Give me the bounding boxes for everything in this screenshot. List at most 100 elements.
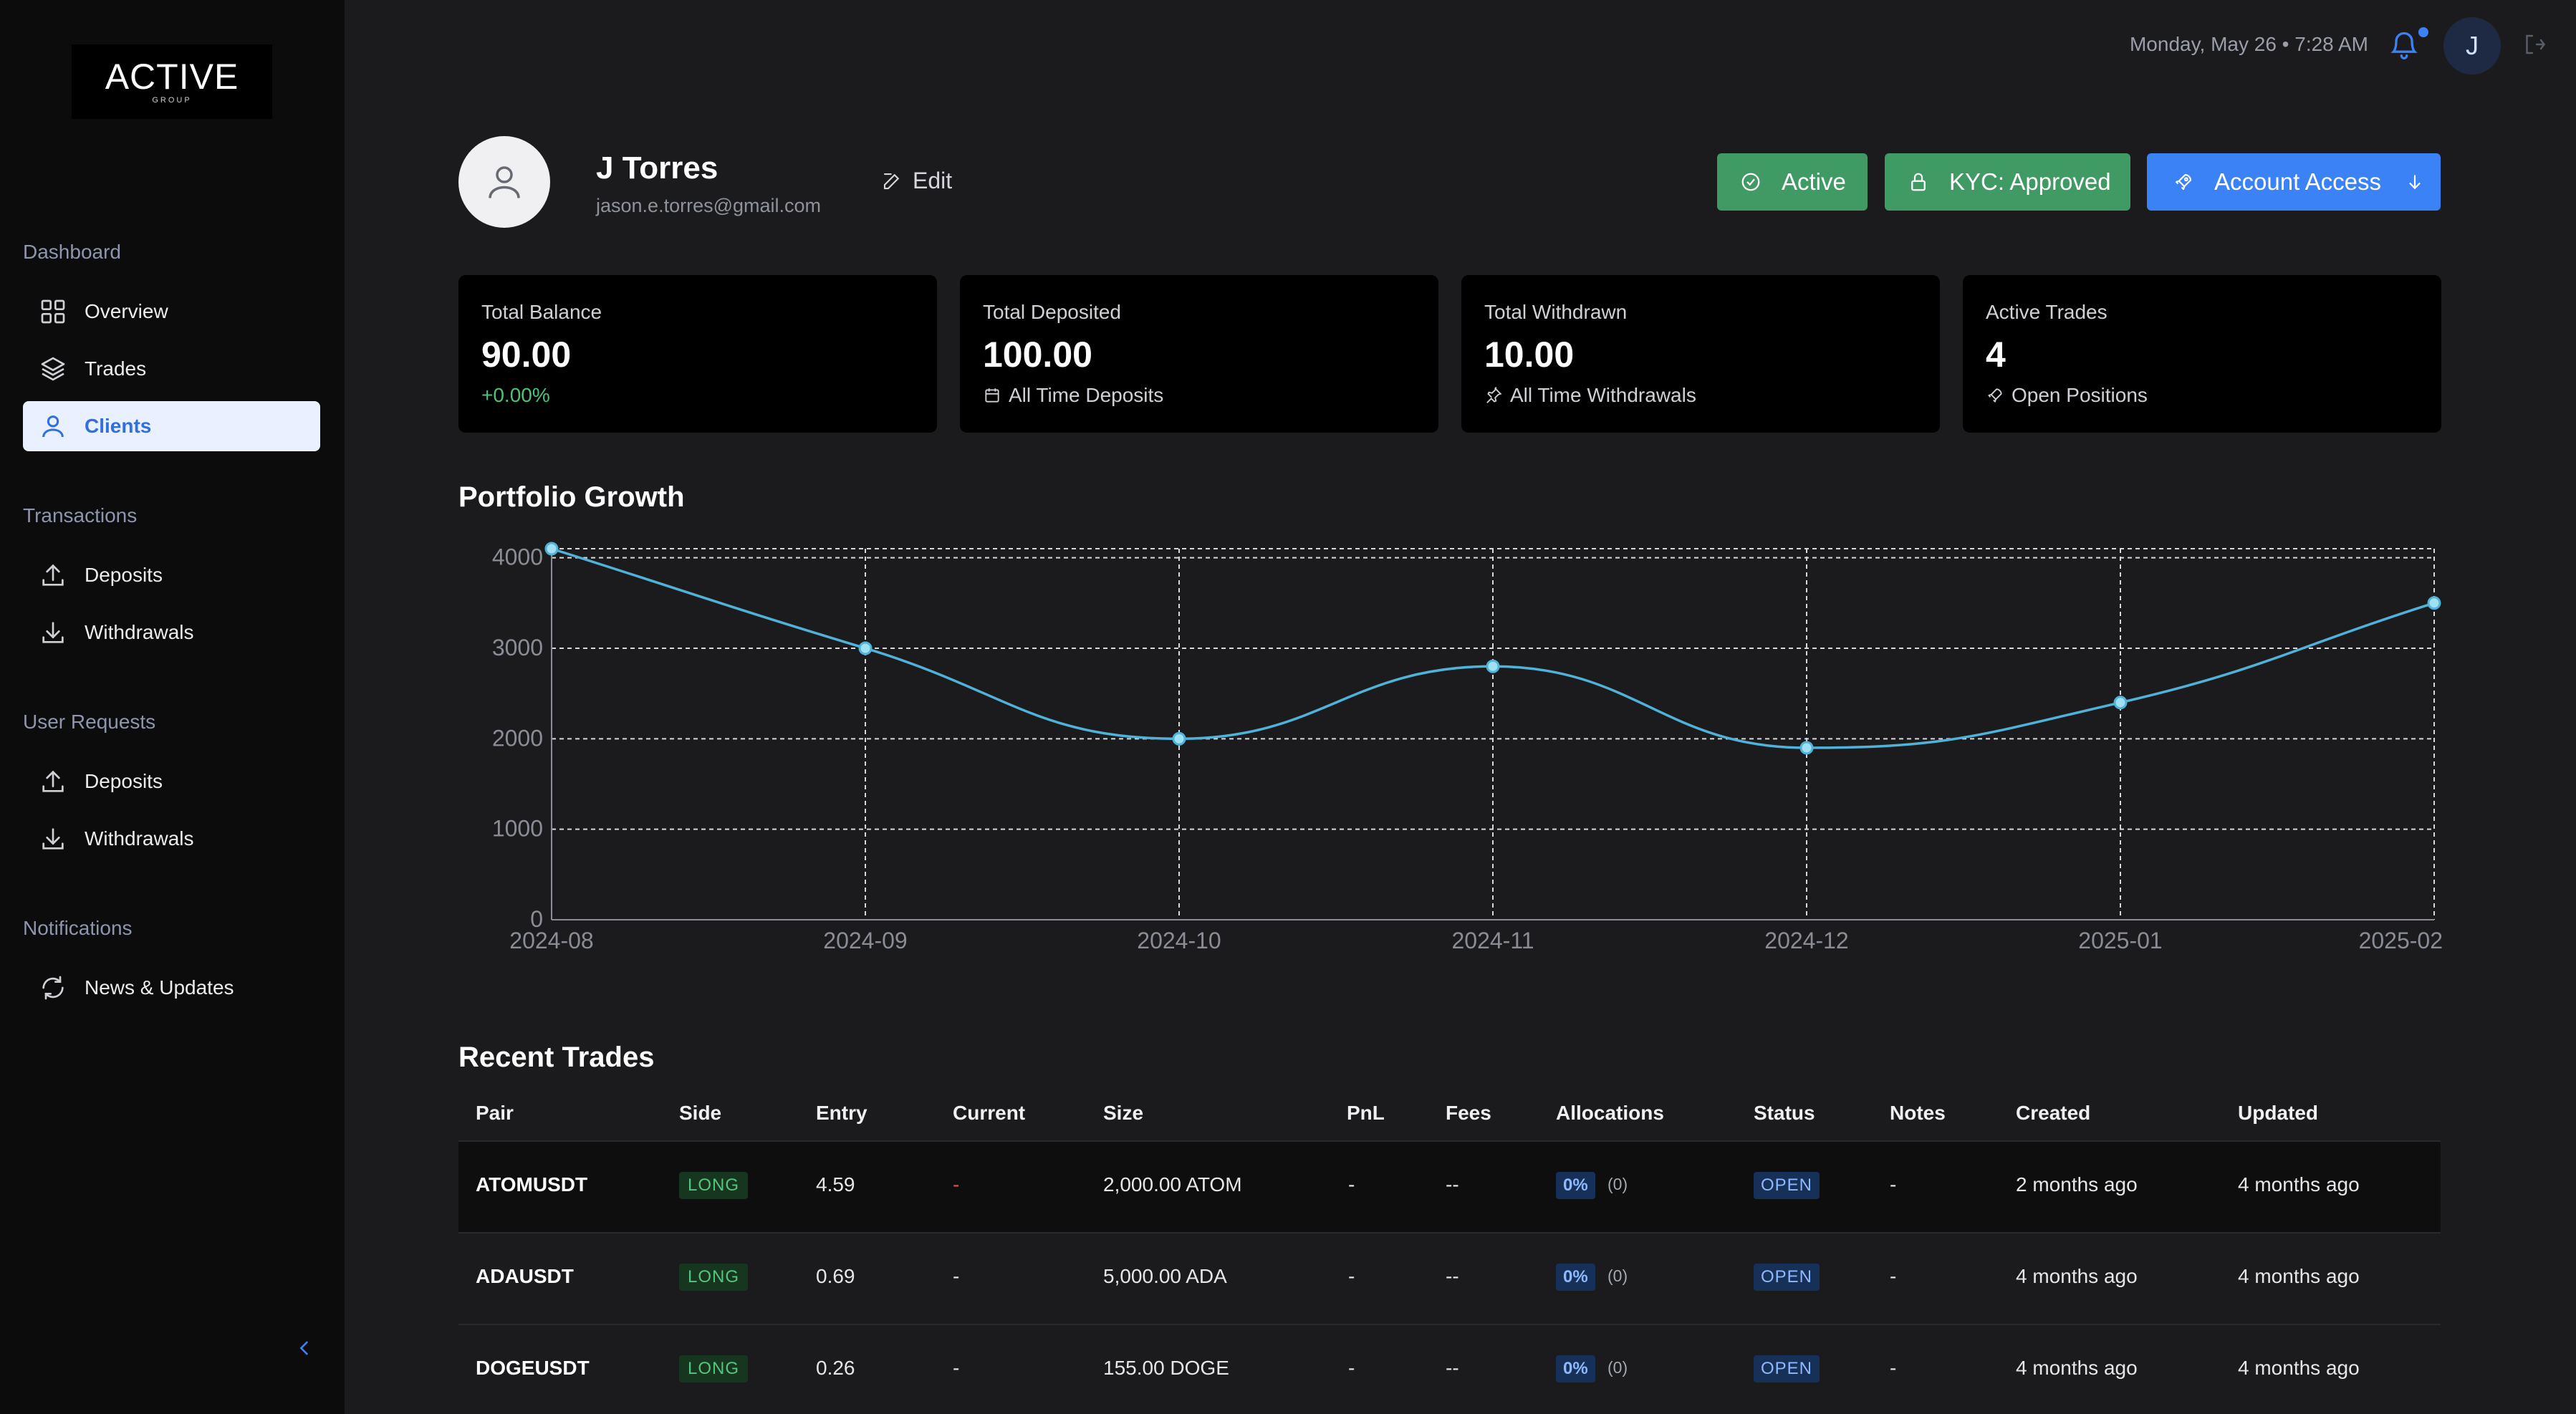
collapse-sidebar-button[interactable]	[290, 1334, 319, 1362]
sidebar-item-label: Overview	[85, 300, 168, 322]
stat-label: Active Trades	[1986, 301, 2108, 323]
sidebar-item-trades[interactable]: Trades	[23, 344, 320, 394]
table-row[interactable]: DOGEUSDT LONG 0.26 - 155.00 DOGE - -- 0%…	[458, 1325, 2441, 1414]
cell-size: 5,000.00 ADA	[1103, 1265, 1227, 1287]
edit-profile-button[interactable]: Edit	[881, 168, 952, 194]
rocket-icon	[1988, 388, 2002, 403]
side-badge: LONG	[679, 1355, 749, 1382]
cell-fees: --	[1446, 1265, 1459, 1287]
cell-updated: 4 months ago	[2238, 1357, 2360, 1379]
notifications-button[interactable]	[2388, 27, 2420, 63]
cell-current: -	[953, 1173, 960, 1196]
cell-pair: ADAUSDT	[476, 1265, 574, 1287]
current-datetime: Monday, May 26 • 7:28 AM	[2129, 33, 2368, 55]
y-tick-label: 2000	[492, 725, 543, 751]
logout-button[interactable]	[2522, 32, 2550, 60]
table-row[interactable]: ADAUSDT LONG 0.69 - 5,000.00 ADA - -- 0%…	[458, 1233, 2441, 1325]
lock-icon	[1911, 173, 1926, 191]
col-pair: Pair	[476, 1102, 514, 1124]
col-side: Side	[679, 1102, 722, 1124]
col-pnl: PnL	[1347, 1102, 1385, 1124]
bell-icon	[2390, 32, 2418, 59]
brand-logo[interactable]: ACTIVE GROUP	[72, 44, 272, 119]
sidebar-item-withdrawals[interactable]: Withdrawals	[23, 607, 320, 658]
download-icon	[37, 617, 69, 648]
cell-pair: DOGEUSDT	[476, 1357, 590, 1379]
stat-card-total-withdrawn: Total Withdrawn 10.00 All Time Withdrawa…	[1461, 275, 1940, 433]
cell-fees: --	[1446, 1173, 1459, 1196]
refresh-icon	[37, 972, 69, 1004]
stat-value: 100.00	[983, 335, 1092, 375]
cell-size: 2,000.00 ATOM	[1103, 1173, 1242, 1196]
table-row[interactable]: ATOMUSDT LONG 4.59 - 2,000.00 ATOM - -- …	[458, 1142, 2441, 1233]
cell-notes: -	[1890, 1265, 1897, 1287]
stat-sub: All Time Withdrawals	[1484, 384, 1696, 407]
sidebar-item-news-updates[interactable]: News & Updates	[23, 963, 320, 1013]
x-tick-label: 2024-08	[509, 928, 593, 953]
sidebar-item-clients[interactable]: Clients	[23, 401, 320, 451]
sidebar-item-overview[interactable]: Overview	[23, 287, 320, 337]
sidebar-item-request-deposits[interactable]: Deposits	[23, 756, 320, 807]
user-icon	[37, 410, 69, 442]
edit-label: Edit	[913, 168, 953, 193]
status-label: Active	[1782, 168, 1846, 195]
stat-sub-text: +0.00%	[481, 384, 550, 406]
side-badge: LONG	[679, 1172, 749, 1199]
avatar[interactable]: J	[2443, 17, 2501, 74]
stat-label: Total Balance	[481, 301, 602, 323]
x-tick-label: 2025-01	[2078, 928, 2162, 953]
sidebar-item-deposits[interactable]: Deposits	[23, 550, 320, 600]
layers-icon	[37, 353, 69, 385]
portfolio-growth-chart: 0 1000 2000 3000 4000 2024-08 2024-09 2024-10 20…	[492, 542, 2443, 953]
account-access-label: Account Access	[2214, 168, 2381, 195]
stat-sub-text: Open Positions	[2012, 384, 2148, 406]
cell-pnl: -	[1348, 1173, 1355, 1196]
allocation-count: (0)	[1607, 1358, 1628, 1377]
sidebar-item-label: News & Updates	[85, 976, 234, 999]
cell-pnl: -	[1348, 1357, 1355, 1379]
cell-created: 2 months ago	[2016, 1173, 2138, 1196]
data-point	[1172, 731, 1186, 746]
allocation-badge[interactable]: 0%	[1556, 1172, 1595, 1199]
stat-value: 90.00	[481, 335, 572, 375]
calendar-icon	[985, 388, 999, 403]
x-tick-label: 2025-02	[2359, 928, 2443, 953]
upload-icon	[37, 559, 69, 591]
stat-value: 10.00	[1484, 335, 1575, 375]
sidebar-item-request-withdrawals[interactable]: Withdrawals	[23, 814, 320, 864]
profile-avatar	[458, 136, 550, 228]
kyc-label: KYC: Approved	[1949, 168, 2111, 195]
cell-updated: 4 months ago	[2238, 1265, 2360, 1287]
cell-created: 4 months ago	[2016, 1357, 2138, 1379]
kyc-status-button[interactable]: KYC: Approved	[1885, 153, 2130, 211]
sidebar-item-label: Withdrawals	[85, 827, 194, 850]
chart-title: Portfolio Growth	[458, 481, 685, 513]
rocket-icon	[2175, 173, 2192, 191]
cell-updated: 4 months ago	[2238, 1173, 2360, 1196]
stat-change: +0.00%	[481, 384, 550, 407]
nav-section-dashboard: Dashboard	[23, 241, 121, 263]
cell-entry: 4.59	[816, 1173, 855, 1196]
stat-card-total-balance: Total Balance 90.00 +0.00%	[458, 275, 937, 433]
data-point	[2113, 696, 2128, 710]
chevron-left-icon	[299, 1341, 308, 1355]
x-tick-label: 2024-11	[1451, 928, 1534, 953]
sidebar-item-label: Deposits	[85, 770, 163, 792]
col-fees: Fees	[1446, 1102, 1491, 1124]
allocation-count: (0)	[1607, 1175, 1628, 1193]
stat-label: Total Deposited	[983, 301, 1122, 323]
col-updated: Updated	[2238, 1102, 2318, 1124]
nav-section-transactions: Transactions	[23, 504, 138, 526]
arrow-down-icon	[2409, 175, 2421, 190]
allocation-badge[interactable]: 0%	[1556, 1355, 1595, 1382]
sidebar-item-label: Withdrawals	[85, 621, 194, 643]
grid-icon	[37, 296, 69, 327]
account-access-button[interactable]: Account Access	[2147, 153, 2441, 211]
y-tick-label: 4000	[492, 544, 543, 570]
status-active-button[interactable]: Active	[1717, 153, 1868, 211]
allocation-badge[interactable]: 0%	[1556, 1264, 1595, 1291]
col-allocations: Allocations	[1556, 1102, 1664, 1124]
table-header: Pair Side Entry Current Size PnL Fees Al…	[458, 1089, 2441, 1142]
data-point	[858, 641, 873, 655]
col-size: Size	[1103, 1102, 1144, 1124]
